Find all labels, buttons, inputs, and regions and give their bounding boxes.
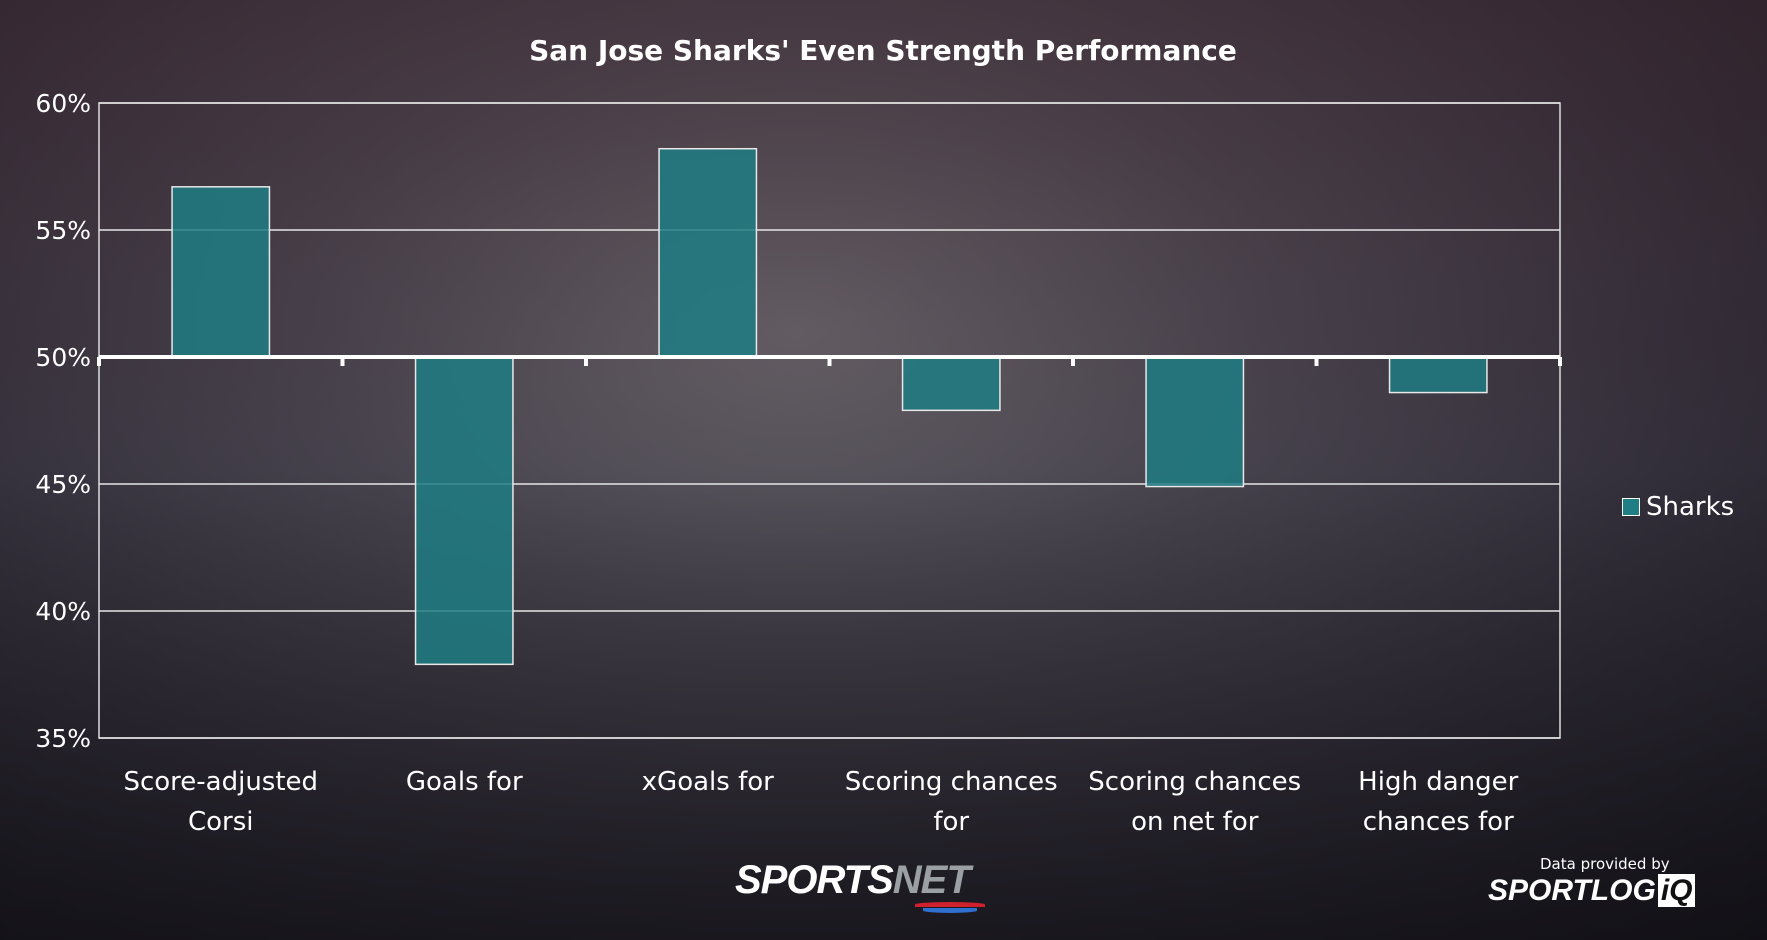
x-tick-label: for — [933, 807, 969, 837]
bar — [414, 356, 514, 666]
bar — [901, 356, 1001, 412]
x-tick-label: Score-adjusted — [123, 767, 318, 797]
y-tick-label: 35% — [35, 724, 91, 753]
x-tick-label: Scoring chances — [845, 767, 1058, 797]
sportlogiq-logo-a: SPORTLOG — [1488, 874, 1656, 907]
sportlogiq-logo: SPORTLOG iQ — [1488, 874, 1696, 908]
y-tick-label: 55% — [35, 216, 91, 245]
x-tick-label: chances for — [1363, 807, 1514, 837]
sportsnet-logo-a: SPORTS — [735, 858, 894, 902]
x-tick-label: Scoring chances — [1088, 767, 1301, 797]
bar — [1145, 356, 1245, 488]
legend-label: Sharks — [1646, 492, 1735, 522]
bar — [171, 186, 271, 358]
y-tick-label: 50% — [35, 343, 91, 372]
y-tick-label: 45% — [35, 470, 91, 499]
data-provided-by: Data provided by — [1540, 855, 1670, 873]
legend: Sharks — [1622, 492, 1734, 522]
bar — [1388, 356, 1488, 394]
sportlogiq-logo-b: iQ — [1657, 874, 1696, 907]
x-tick-label: Goals for — [406, 767, 523, 797]
sportsnet-logo: SPORTSNET — [735, 858, 985, 913]
y-tick-label: 40% — [35, 597, 91, 626]
x-tick-label: High danger — [1358, 767, 1518, 797]
sportsnet-logo-b: NET — [892, 858, 971, 902]
chart-title: San Jose Sharks' Even Strength Performan… — [529, 34, 1237, 67]
plot-border — [98, 102, 1561, 739]
legend-swatch — [1622, 498, 1640, 516]
y-tick-label: 60% — [35, 89, 91, 118]
x-tick-label: Corsi — [188, 807, 254, 837]
x-tick-label: on net for — [1131, 807, 1259, 837]
bar — [658, 147, 758, 358]
x-tick-label: xGoals for — [642, 767, 774, 797]
